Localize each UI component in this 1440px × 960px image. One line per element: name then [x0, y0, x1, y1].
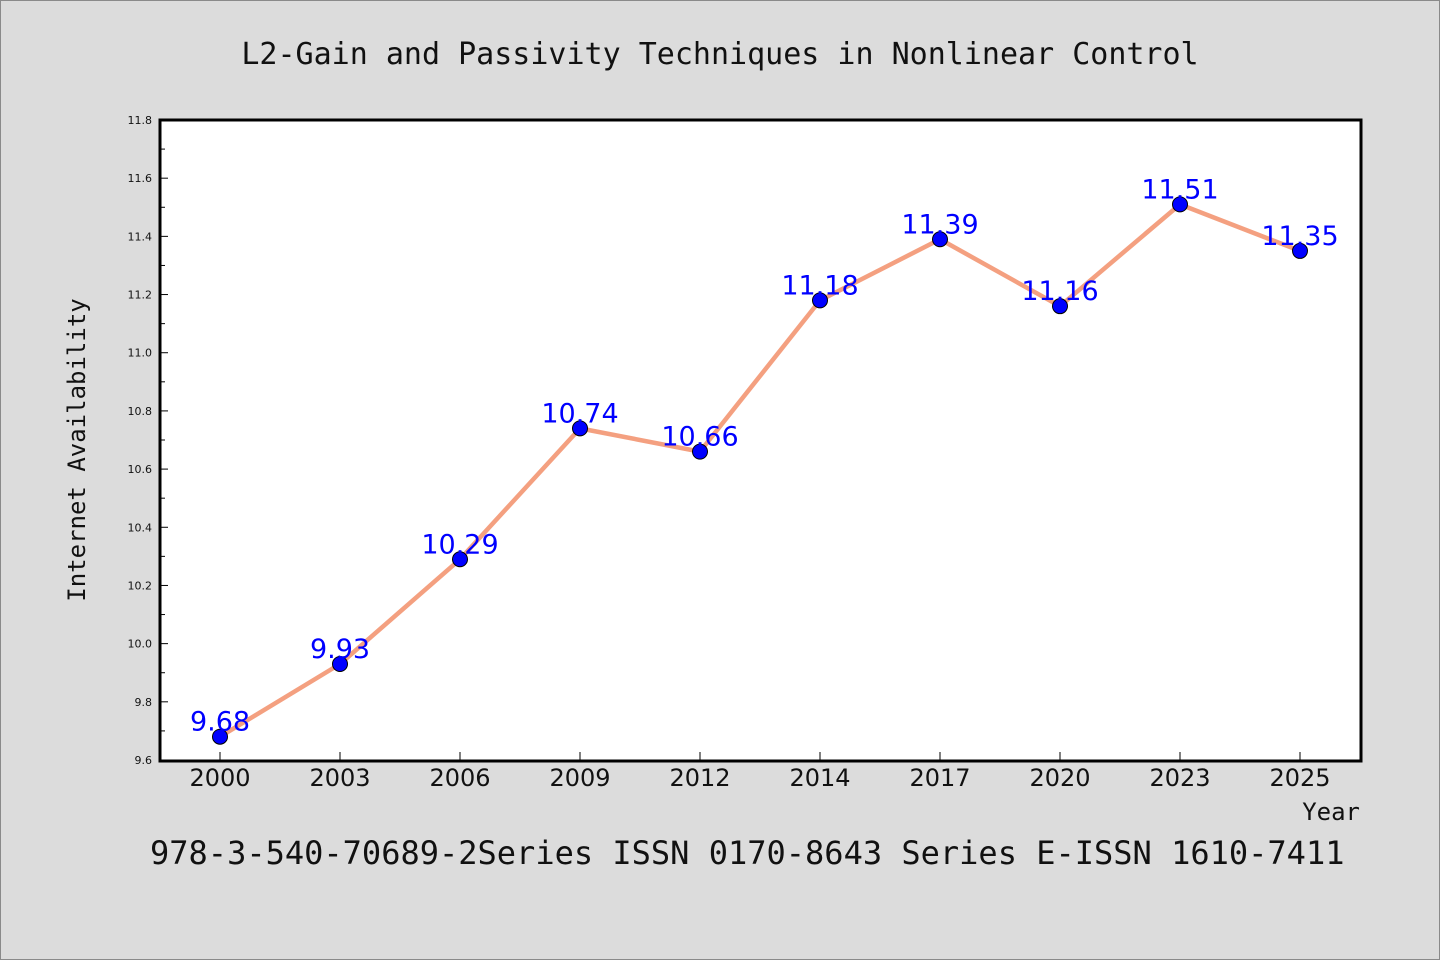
series-line: [218, 202, 1301, 739]
data-labels: 9.68 9.93 10.29 10.74 10.66 11.18 11.39 11.16 11…: [190, 174, 1339, 737]
y-tick-label: 10.4: [128, 521, 153, 534]
y-tick-label: 9.8: [135, 696, 153, 709]
data-label: 11.35: [1261, 221, 1338, 252]
data-point: [572, 420, 588, 437]
y-axis-ticks: 9.6 9.8 10.0 10.2 10.4 10.6 10.8 11.0 11.2 11.4 11…: [128, 114, 168, 767]
x-tick-label: 2020: [1029, 764, 1090, 792]
x-tick-label: 2012: [669, 764, 730, 792]
data-point: [812, 292, 828, 309]
data-point: [1172, 196, 1188, 213]
chart-title: L2-Gain and Passivity Techniques in Nonl…: [241, 37, 1198, 72]
x-axis-ticks: 2000 2003 2006 2009 2012 2014 2017 2020 2023 2025: [189, 752, 1331, 792]
x-tick-label: 2003: [309, 764, 370, 792]
x-tick-label: 2009: [549, 764, 610, 792]
data-point: [692, 443, 708, 460]
x-tick-label: 2025: [1269, 764, 1330, 792]
data-label: 11.51: [1141, 174, 1218, 205]
plot-area: [158, 118, 1363, 763]
x-tick-label: 2006: [429, 764, 490, 792]
data-label: 11.16: [1021, 276, 1098, 307]
y-tick-label: 11.4: [128, 230, 153, 243]
y-tick-label: 10.0: [128, 638, 153, 651]
data-markers: [212, 196, 1308, 745]
data-point: [332, 656, 348, 672]
data-label: 10.74: [541, 398, 618, 429]
x-tick-label: 2000: [189, 764, 250, 792]
data-label: 10.66: [661, 422, 738, 453]
y-tick-label: 10.8: [128, 405, 153, 418]
x-tick-label: 2014: [789, 764, 850, 792]
data-point: [1052, 298, 1068, 315]
footer-text: 978-3-540-70689-2Series ISSN 0170-8643 S…: [150, 834, 1344, 872]
y-tick-label: 11.8: [128, 114, 153, 127]
data-point: [932, 231, 948, 248]
x-axis-title: Year: [1302, 798, 1360, 826]
data-label: 10.29: [421, 529, 498, 560]
y-tick-label: 9.6: [135, 754, 153, 767]
x-tick-label: 2017: [909, 764, 970, 792]
data-label: 11.18: [781, 270, 858, 301]
data-point: [452, 551, 468, 568]
y-tick-label: 11.0: [128, 347, 153, 360]
y-tick-label: 11.6: [128, 172, 153, 185]
x-tick-label: 2023: [1149, 764, 1210, 792]
y-tick-label: 10.6: [128, 463, 153, 476]
data-point: [212, 728, 228, 745]
y-tick-label: 11.2: [128, 289, 153, 302]
data-label: 9.93: [310, 634, 370, 665]
y-axis-title: Internet Availability: [63, 298, 91, 601]
y-tick-label: 10.2: [128, 579, 153, 592]
data-point: [1292, 242, 1308, 259]
data-label: 9.68: [190, 707, 250, 738]
data-label: 11.39: [901, 209, 978, 240]
